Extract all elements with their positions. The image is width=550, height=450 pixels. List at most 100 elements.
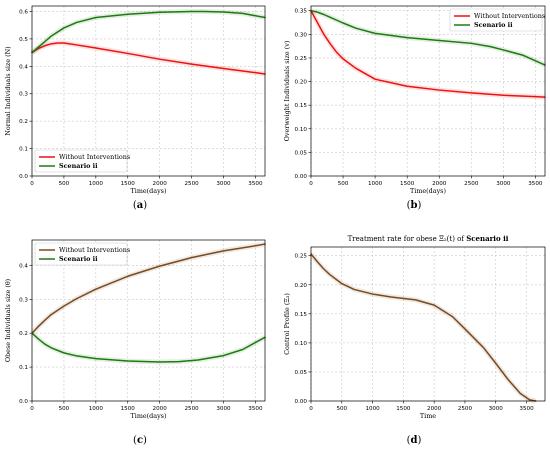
x-tick-label: 3500 bbox=[528, 181, 543, 187]
y-tick-label: 0.20 bbox=[295, 283, 308, 289]
panel-caption: (b) bbox=[407, 200, 422, 211]
y-tick-label: 0.00 bbox=[295, 399, 308, 405]
y-tick-label: 0.4 bbox=[19, 263, 28, 269]
caption-open: ( bbox=[133, 435, 137, 446]
x-tick-label: 3500 bbox=[519, 406, 534, 412]
y-tick-label: 0.20 bbox=[295, 80, 308, 86]
series-line-1 bbox=[31, 10, 266, 54]
y-axis-label: Obese Individuals size (θ) bbox=[4, 279, 12, 362]
x-tick-label: 3000 bbox=[489, 406, 504, 412]
x-tick-label: 500 bbox=[59, 181, 70, 187]
caption-letter: b bbox=[411, 200, 418, 211]
y-axis-label: Control Profile (Ξ₂) bbox=[283, 293, 291, 355]
y-tick-label: 0.10 bbox=[295, 341, 308, 347]
panel-title-scenario: Scenario ii bbox=[466, 234, 509, 243]
caption-letter: c bbox=[137, 435, 143, 446]
y-tick-label: 0.25 bbox=[295, 254, 308, 260]
y-tick-label: 0.0 bbox=[19, 399, 28, 405]
legend-box bbox=[449, 8, 543, 32]
x-tick-label: 1500 bbox=[400, 181, 415, 187]
y-tick-label: 0.2 bbox=[19, 331, 28, 337]
caption-close: ) bbox=[418, 200, 422, 211]
x-tick-label: 3500 bbox=[248, 181, 263, 187]
series-halo bbox=[30, 331, 267, 365]
panel-caption: (c) bbox=[133, 435, 147, 446]
caption-open: ( bbox=[407, 200, 411, 211]
y-tick-label: 0.05 bbox=[295, 150, 308, 156]
y-tick-label: 0.00 bbox=[295, 174, 308, 180]
y-tick-label: 0.30 bbox=[295, 32, 308, 38]
x-tick-label: 0 bbox=[30, 406, 34, 412]
x-tick-label: 0 bbox=[30, 181, 34, 187]
x-axis-label: Time(days) bbox=[410, 187, 446, 195]
y-axis-label: Overweight Individuals size (v) bbox=[283, 41, 291, 142]
caption-close: ) bbox=[143, 435, 147, 446]
x-tick-label: 500 bbox=[336, 406, 347, 412]
panel-caption: (a) bbox=[133, 200, 147, 211]
x-tick-label: 2000 bbox=[153, 181, 168, 187]
caption-open: ( bbox=[133, 200, 137, 211]
caption-close: ) bbox=[143, 200, 147, 211]
legend-label: Without Interventions bbox=[474, 12, 545, 20]
caption-close: ) bbox=[418, 435, 422, 446]
y-tick-label: 0.3 bbox=[19, 92, 28, 98]
legend-label: Scenario ii bbox=[59, 162, 98, 170]
panel-a: 0 500 1000 1500 2000 2500 3000 3500 0.0 0.1 0.2 0.3… bbox=[4, 5, 266, 195]
x-tick-label: 500 bbox=[338, 181, 349, 187]
y-axis-label: Normal Individuals size (N) bbox=[4, 46, 12, 135]
y-tick-label: 0.25 bbox=[295, 56, 308, 62]
y-tick-label: 0.5 bbox=[19, 37, 28, 43]
x-tick-label: 1000 bbox=[368, 181, 383, 187]
series-line-1 bbox=[310, 9, 546, 66]
x-tick-label: 2500 bbox=[458, 406, 473, 412]
x-tick-label: 3000 bbox=[216, 181, 231, 187]
caption-letter: a bbox=[137, 200, 144, 211]
x-tick-label: 1000 bbox=[89, 181, 104, 187]
legend-label: Without Interventions bbox=[59, 153, 130, 161]
series-halo bbox=[30, 8, 266, 55]
x-tick-label: 2500 bbox=[184, 181, 199, 187]
x-tick-label: 2000 bbox=[432, 181, 447, 187]
x-tick-label: 500 bbox=[59, 406, 70, 412]
x-tick-label: 2500 bbox=[184, 406, 199, 412]
plot-frame bbox=[31, 5, 266, 177]
y-tick-label: 0.0 bbox=[19, 174, 28, 180]
caption-letter: d bbox=[411, 435, 418, 446]
panel-c: 0 500 1000 1500 2000 2500 3000 3500 0.0 0.1 0.2 0.3… bbox=[4, 239, 267, 420]
series-line-0 bbox=[31, 42, 266, 75]
y-tick-label: 0.6 bbox=[19, 9, 28, 15]
x-tick-label: 1500 bbox=[121, 406, 136, 412]
x-tick-label: 3500 bbox=[248, 406, 263, 412]
panel-title-text: Treatment rate for obese Ξ₂(t) of bbox=[348, 235, 467, 243]
y-tick-label: 0.10 bbox=[295, 127, 308, 133]
y-tick-label: 0.05 bbox=[295, 370, 308, 376]
x-tick-label: 2500 bbox=[464, 181, 479, 187]
x-tick-label: 1000 bbox=[89, 406, 104, 412]
x-tick-label: 3000 bbox=[216, 406, 231, 412]
legend-label: Scenario ii bbox=[474, 21, 513, 29]
x-axis-label: Time(days) bbox=[131, 412, 167, 420]
series-line-0 bbox=[310, 9, 546, 98]
y-tick-label: 0.15 bbox=[295, 312, 308, 318]
series-line-1 bbox=[31, 332, 266, 363]
plot-frame bbox=[310, 246, 546, 402]
y-tick-label: 0.2 bbox=[19, 119, 28, 125]
x-tick-label: 0 bbox=[309, 406, 313, 412]
plot-frame bbox=[310, 5, 546, 177]
y-tick-label: 0.15 bbox=[295, 103, 308, 109]
x-tick-label: 0 bbox=[309, 181, 313, 187]
series-line-0 bbox=[31, 243, 266, 334]
y-tick-label: 0.1 bbox=[19, 365, 28, 371]
x-tick-label: 2000 bbox=[153, 406, 168, 412]
x-axis-label: Time bbox=[420, 412, 436, 420]
panel-b: 0 500 1000 1500 2000 2500 3000 3500 0.00 0.05 0.10… bbox=[283, 5, 547, 195]
caption-open: ( bbox=[407, 435, 411, 446]
plot-frame bbox=[31, 239, 266, 402]
legend-label: Scenario ii bbox=[59, 255, 98, 263]
legend-label: Without Interventions bbox=[59, 246, 130, 254]
series-line-0 bbox=[310, 253, 537, 402]
